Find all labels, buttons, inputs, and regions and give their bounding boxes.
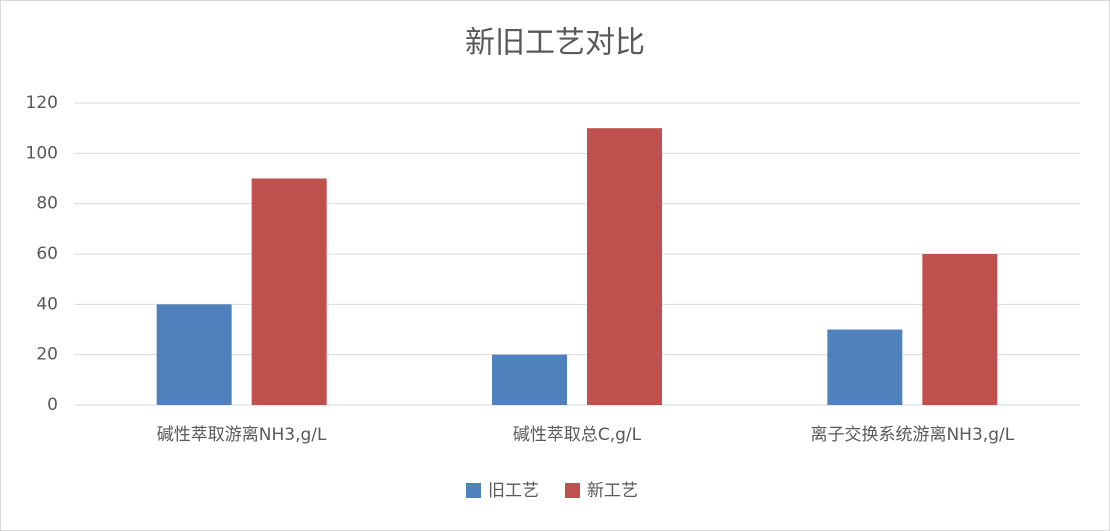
- bar: [492, 354, 567, 405]
- x-tick-label: 碱性萃取总C,g/L: [513, 425, 642, 445]
- y-tick-label: 20: [36, 345, 58, 365]
- y-tick-label: 120: [26, 93, 58, 113]
- y-tick-label: 40: [36, 294, 58, 314]
- y-tick-label: 100: [26, 143, 58, 163]
- legend-label: 旧工艺: [488, 481, 539, 501]
- bar: [156, 304, 232, 405]
- bar: [587, 128, 662, 405]
- y-tick-label: 60: [36, 244, 58, 264]
- x-tick-label: 碱性萃取游离NH3,g/L: [157, 425, 327, 445]
- legend-swatch: [565, 483, 580, 498]
- bar: [251, 178, 327, 405]
- bar: [922, 254, 998, 405]
- legend-swatch: [466, 483, 481, 498]
- legend-label: 新工艺: [587, 481, 638, 501]
- bar: [827, 329, 903, 405]
- y-tick-label: 0: [47, 395, 58, 415]
- chart-title: 新旧工艺对比: [465, 26, 645, 61]
- y-tick-label: 80: [36, 194, 58, 214]
- x-tick-label: 离子交换系统游离NH3,g/L: [810, 425, 1014, 445]
